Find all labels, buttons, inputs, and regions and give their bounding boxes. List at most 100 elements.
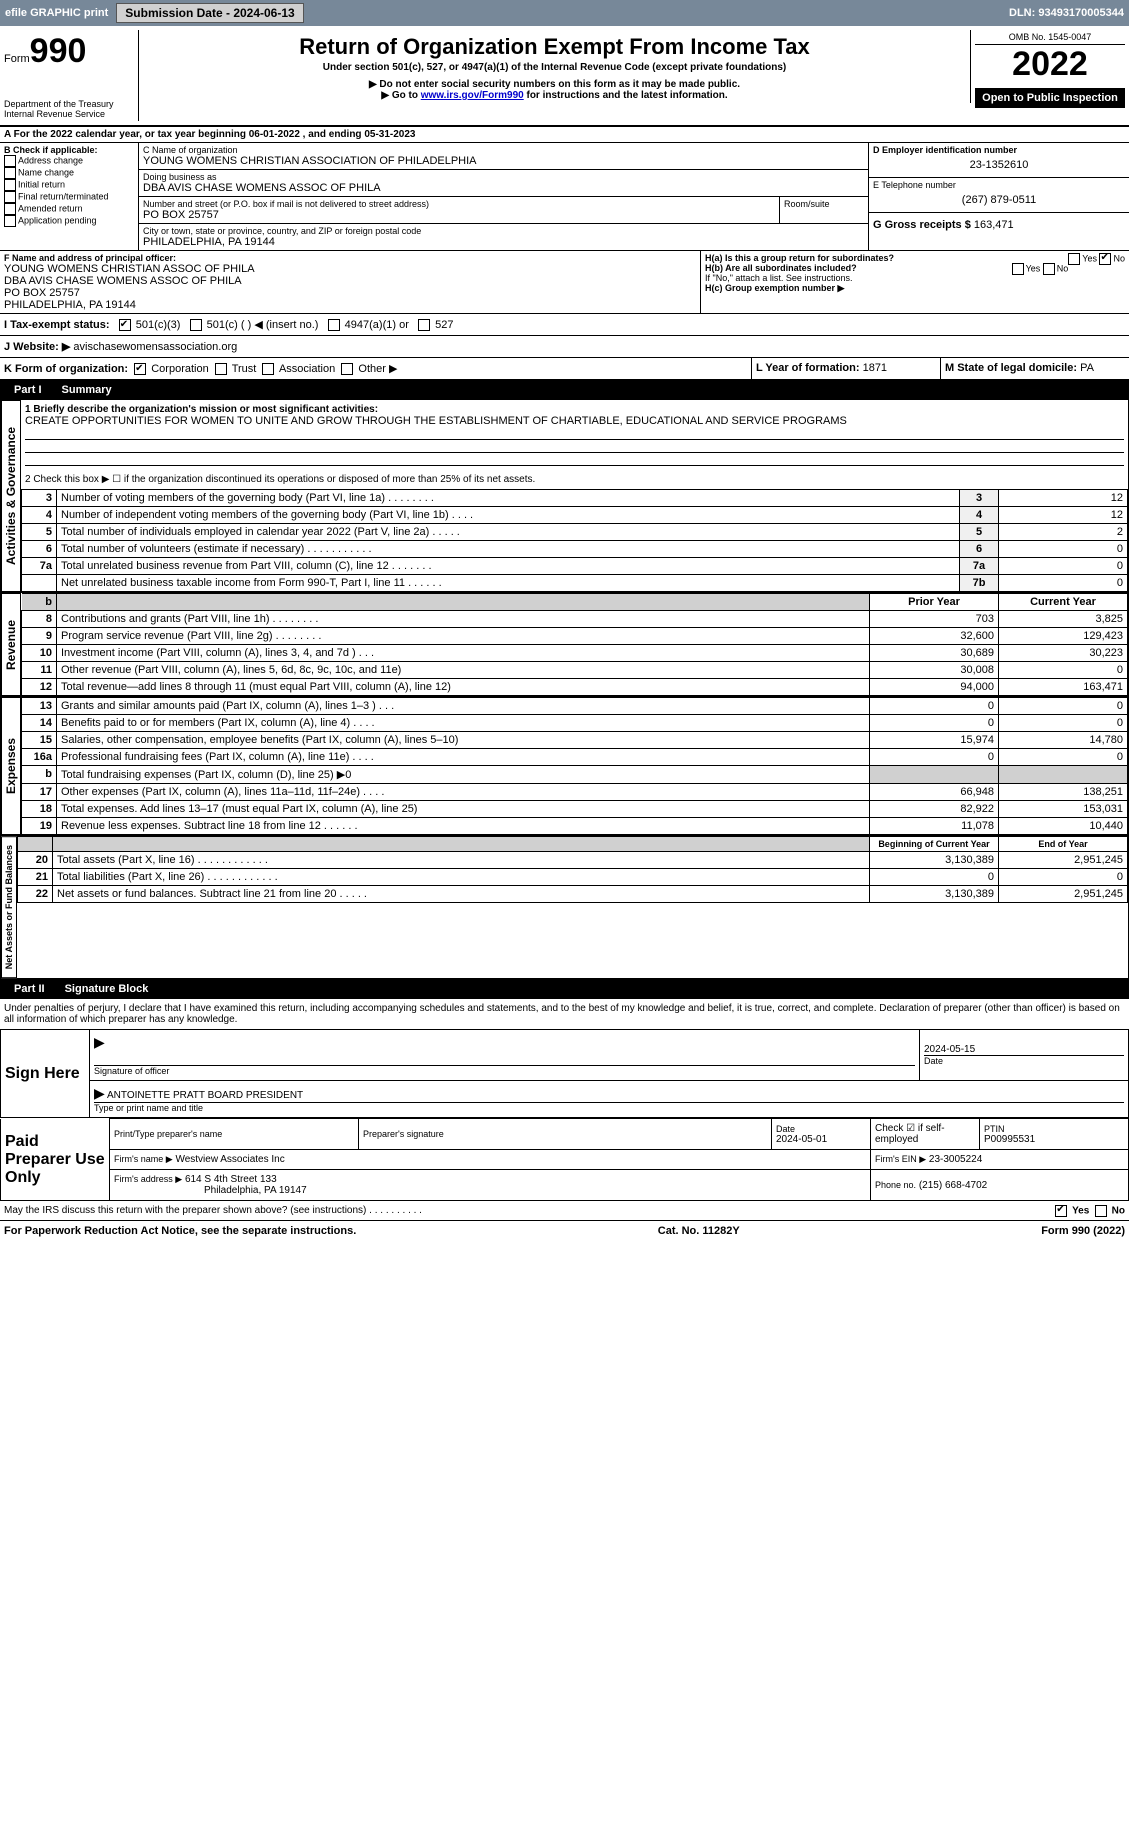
section-netassets: Net Assets or Fund Balances Beginning of… xyxy=(0,836,1129,979)
gross-receipts-value: 163,471 xyxy=(974,219,1014,231)
table-row: 12Total revenue—add lines 8 through 11 (… xyxy=(22,679,1128,696)
chk-other[interactable] xyxy=(341,363,353,375)
chk-application-pending[interactable]: Application pending xyxy=(4,215,134,227)
prep-name-label: Print/Type preparer's name xyxy=(114,1129,354,1139)
table-row: 7aTotal unrelated business revenue from … xyxy=(22,558,1128,575)
table-row: 13Grants and similar amounts paid (Part … xyxy=(22,698,1128,715)
paid-preparer-label: Paid Preparer Use Only xyxy=(1,1119,110,1201)
table-row: 22Net assets or fund balances. Subtract … xyxy=(18,886,1128,903)
chk-initial-return[interactable]: Initial return xyxy=(4,179,134,191)
chk-address-change[interactable]: Address change xyxy=(4,155,134,167)
firm-ein-label: Firm's EIN ▶ xyxy=(875,1154,926,1164)
vlabel-expenses: Expenses xyxy=(1,697,21,835)
irs-link[interactable]: www.irs.gov/Form990 xyxy=(421,90,524,101)
chk-amended-return[interactable]: Amended return xyxy=(4,203,134,215)
part2-header: Part II Signature Block xyxy=(0,979,1129,999)
may-irs-yes[interactable] xyxy=(1055,1205,1067,1217)
submission-date-button[interactable]: Submission Date - 2024-06-13 xyxy=(116,3,303,23)
ein-value: 23-1352610 xyxy=(873,155,1125,175)
state-domicile-value: PA xyxy=(1080,362,1094,374)
dba-value: DBA AVIS CHASE WOMENS ASSOC OF PHILA xyxy=(143,182,864,194)
officer-name-title: ANTOINETTE PRATT BOARD PRESIDENT xyxy=(107,1090,303,1101)
sig-date-label: Date xyxy=(924,1055,1124,1066)
box-b-title: B Check if applicable: xyxy=(4,145,134,155)
arrow-icon: ▶ xyxy=(94,1085,105,1101)
officer-group-block: F Name and address of principal officer:… xyxy=(0,251,1129,314)
may-irs-no[interactable] xyxy=(1095,1205,1107,1217)
addr-label: Number and street (or P.O. box if mail i… xyxy=(143,199,775,209)
chk-trust[interactable] xyxy=(215,363,227,375)
arrow-icon: ▶ xyxy=(94,1034,105,1050)
table-row: 17Other expenses (Part IX, column (A), l… xyxy=(22,784,1128,801)
footer-left: For Paperwork Reduction Act Notice, see … xyxy=(4,1225,356,1237)
omb-number: OMB No. 1545-0047 xyxy=(975,32,1125,45)
efile-label: efile GRAPHIC print xyxy=(5,7,108,19)
prep-date-value: 2024-05-01 xyxy=(776,1134,866,1145)
type-name-label: Type or print name and title xyxy=(94,1102,1124,1113)
part2-label: Part II xyxy=(6,981,53,997)
dln-label: DLN: 93493170005344 xyxy=(1009,7,1124,19)
addr-value: PO BOX 25757 xyxy=(143,209,775,221)
vlabel-governance: Activities & Governance xyxy=(1,400,21,592)
chk-name-change[interactable]: Name change xyxy=(4,167,134,179)
state-domicile-label: M State of legal domicile: xyxy=(945,362,1077,374)
hb-yes[interactable] xyxy=(1012,263,1024,275)
q1-block: 1 Briefly describe the organization's mi… xyxy=(21,400,1128,470)
footer-right: Form 990 (2022) xyxy=(1041,1225,1125,1237)
table-row: 15Salaries, other compensation, employee… xyxy=(22,732,1128,749)
hc-line: H(c) Group exemption number ▶ xyxy=(705,283,1125,294)
sign-here-label: Sign Here xyxy=(1,1030,90,1118)
chk-527[interactable] xyxy=(418,319,430,331)
col-prior: Prior Year xyxy=(870,594,999,611)
form-word: Form xyxy=(4,53,30,65)
vlabel-revenue: Revenue xyxy=(1,593,21,696)
prep-sig-label: Preparer's signature xyxy=(363,1129,767,1139)
ha-yes[interactable] xyxy=(1068,253,1080,265)
firm-addr-label: Firm's address ▶ xyxy=(114,1174,182,1184)
col-begin: Beginning of Current Year xyxy=(870,837,999,852)
chk-4947[interactable] xyxy=(328,319,340,331)
ein-label: D Employer identification number xyxy=(873,145,1125,155)
chk-501c3[interactable] xyxy=(119,319,131,331)
may-irs-row: May the IRS discuss this return with the… xyxy=(0,1201,1129,1221)
table-row: 4Number of independent voting members of… xyxy=(22,507,1128,524)
box-i-label: I Tax-exempt status: xyxy=(4,319,110,331)
firm-ein-value: 23-3005224 xyxy=(929,1154,982,1165)
firm-name-label: Firm's name ▶ xyxy=(114,1154,173,1164)
form-number: 990 xyxy=(30,32,87,70)
firm-addr2: Philadelphia, PA 19147 xyxy=(204,1185,307,1196)
self-employed-check[interactable]: Check ☑ if self-employed xyxy=(871,1119,980,1150)
officer-l1: YOUNG WOMENS CHRISTIAN ASSOC OF PHILA xyxy=(4,263,696,275)
part2-name: Signature Block xyxy=(65,983,149,995)
prep-date-label: Date xyxy=(776,1124,866,1134)
chk-501c[interactable] xyxy=(190,319,202,331)
table-row: 20Total assets (Part X, line 16) . . . .… xyxy=(18,852,1128,869)
city-value: PHILADELPHIA, PA 19144 xyxy=(143,236,864,248)
hb-line: H(b) Are all subordinates included? Yes … xyxy=(705,263,1125,273)
table-row: 16aProfessional fundraising fees (Part I… xyxy=(22,749,1128,766)
tax-status-row: I Tax-exempt status: 501(c)(3) 501(c) ( … xyxy=(0,314,1129,336)
perjury-declaration: Under penalties of perjury, I declare th… xyxy=(0,999,1129,1029)
box-k-label: K Form of organization: xyxy=(4,363,128,375)
org-info-block: B Check if applicable: Address change Na… xyxy=(0,143,1129,251)
hb-no[interactable] xyxy=(1043,263,1055,275)
chk-corporation[interactable] xyxy=(134,363,146,375)
table-row: 6Total number of volunteers (estimate if… xyxy=(22,541,1128,558)
table-row: 19Revenue less expenses. Subtract line 1… xyxy=(22,818,1128,835)
box-f-label: F Name and address of principal officer: xyxy=(4,253,696,263)
sig-officer-label: Signature of officer xyxy=(94,1065,915,1076)
gross-receipts-label: G Gross receipts $ xyxy=(873,219,971,231)
chk-association[interactable] xyxy=(262,363,274,375)
firm-phone-value: (215) 668-4702 xyxy=(919,1180,987,1191)
ha-no[interactable] xyxy=(1099,253,1111,265)
chk-final-return[interactable]: Final return/terminated xyxy=(4,191,134,203)
city-label: City or town, state or province, country… xyxy=(143,226,864,236)
website-row: J Website: ▶ avischasewomensassociation.… xyxy=(0,336,1129,358)
officer-l2: DBA AVIS CHASE WOMENS ASSOC OF PHILA xyxy=(4,275,696,287)
section-expenses: Expenses 13Grants and similar amounts pa… xyxy=(0,697,1129,836)
top-bar: efile GRAPHIC print Submission Date - 20… xyxy=(0,0,1129,26)
firm-name-value: Westview Associates Inc xyxy=(175,1154,284,1165)
table-row: 8Contributions and grants (Part VIII, li… xyxy=(22,611,1128,628)
expenses-table: 13Grants and similar amounts paid (Part … xyxy=(21,697,1128,835)
signature-table: Sign Here ▶ Signature of officer 2024-05… xyxy=(0,1029,1129,1118)
